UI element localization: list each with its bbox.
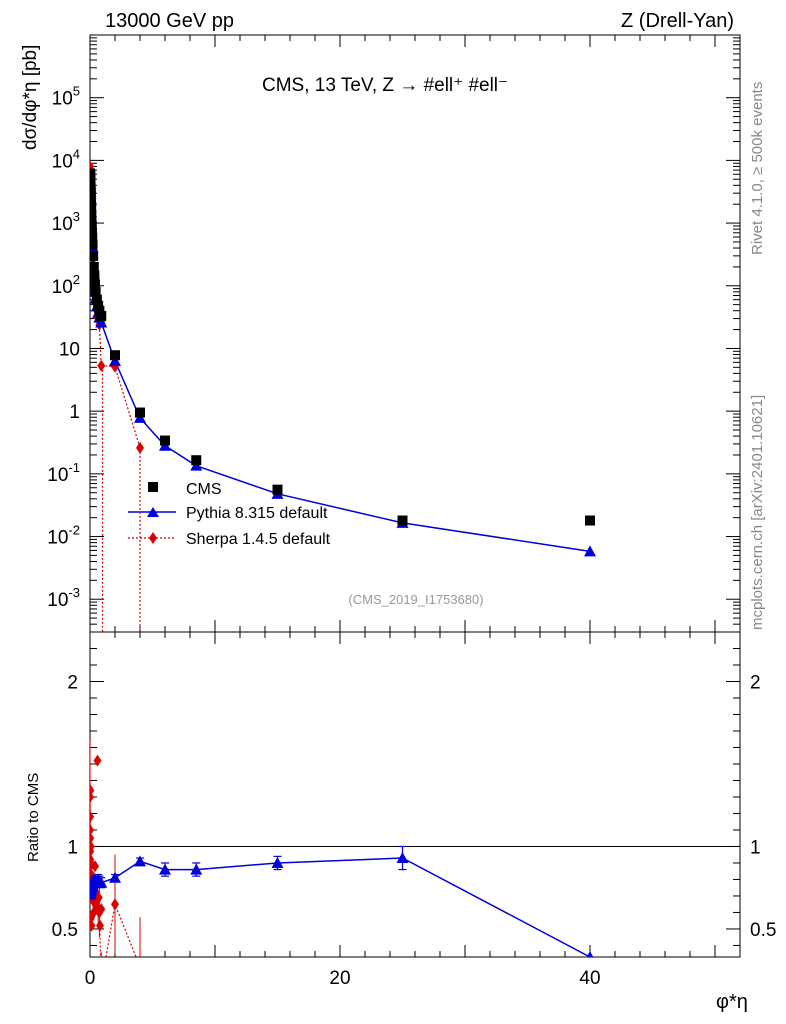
legend-label-cms: CMS <box>186 481 222 498</box>
y-tick-label: 10-1 <box>47 460 80 486</box>
y-tick-label: 10-2 <box>47 523 80 549</box>
ratio-series-group <box>90 739 594 991</box>
cms-point <box>90 239 98 250</box>
sherpa-ratio-highlight <box>90 840 95 853</box>
y-tick-label: 1 <box>69 402 80 423</box>
reference-label: (CMS_2019_I1753680) <box>348 592 483 607</box>
plot-title: CMS, 13 TeV, Z → #ell⁺ #ell⁻ <box>262 75 508 96</box>
ratio-plot-frame <box>89 631 741 958</box>
pythia-point <box>95 316 108 328</box>
y-tick-label: 102 <box>52 272 80 298</box>
pythia-ratio-point <box>95 876 108 888</box>
sherpa-ratio-point <box>90 823 95 836</box>
sherpa-ratio-point <box>90 856 95 869</box>
sherpa-ratio-point <box>111 898 119 911</box>
cms-point <box>90 197 96 208</box>
x-tick-label: 40 <box>579 968 600 989</box>
ratio-y-tick-label-right: 0.5 <box>750 920 776 941</box>
sherpa-ratio-highlight <box>96 919 104 932</box>
sherpa-ratio-point <box>136 961 144 973</box>
cms-point <box>397 515 408 526</box>
sherpa-point <box>97 359 106 372</box>
sherpa-ratio-highlight <box>90 919 96 932</box>
ratio-y-tick-label-right: 1 <box>750 837 761 858</box>
y-tick-label: 103 <box>52 209 80 235</box>
cms-point <box>90 192 96 203</box>
y-axis-title: dσ/dφ*η [pb] <box>20 45 41 150</box>
sherpa-point <box>136 441 144 454</box>
legend: CMS Pythia 8.315 default Sherpa 1.4.5 de… <box>128 481 331 548</box>
legend-marker-sherpa <box>149 532 157 544</box>
x-tick-label: 0 <box>85 968 96 989</box>
cms-point <box>90 209 97 220</box>
pythia-ratio-point <box>134 855 146 867</box>
pythia-point <box>584 545 596 557</box>
marks-layer: 0 20 40 10-3 10-2 10-1 1 10 102 103 104 105 0.5 0.5 1 1… <box>47 34 776 991</box>
cms-point <box>96 310 107 321</box>
pythia-ratio-point <box>586 951 594 957</box>
cms-point <box>90 261 99 272</box>
pythia-ratio-point <box>109 871 121 883</box>
cms-point <box>585 515 595 526</box>
cms-point <box>90 232 98 243</box>
cms-point <box>90 286 101 297</box>
mcplots-label: mcplots.cern.ch [arXiv:2401.10621] <box>749 395 766 630</box>
sherpa-ratio-point <box>90 810 95 823</box>
cms-point <box>90 215 97 226</box>
cms-point <box>90 250 99 261</box>
sherpa-ratio-highlight <box>94 891 103 904</box>
cms-point <box>90 227 97 238</box>
cms-point <box>94 305 105 316</box>
x-axis-title: φ*η <box>716 991 748 1013</box>
cms-point <box>160 435 170 446</box>
ratio-y-axis-title: Ratio to CMS <box>25 773 42 862</box>
ratio-y-tick-label-left: 2 <box>67 672 78 693</box>
pythia-ratio-point <box>159 863 171 875</box>
cms-point <box>272 484 283 495</box>
header-process: Z (Drell-Yan) <box>621 10 734 32</box>
legend-marker-pythia <box>147 507 159 517</box>
ratio-y-tick-label-left: 1 <box>67 837 78 858</box>
y-tick-label: 105 <box>52 84 80 110</box>
legend-label-sherpa: Sherpa 1.4.5 default <box>186 531 331 548</box>
pythia-line <box>90 182 591 553</box>
header-energy: 13000 GeV pp <box>105 10 234 32</box>
cms-point <box>90 279 100 290</box>
x-tick-label: 20 <box>329 968 350 989</box>
legend-label-pythia: Pythia 8.315 default <box>186 505 328 522</box>
sherpa-ratio-highlight <box>91 860 99 873</box>
sherpa-ratio-point <box>97 979 105 991</box>
ratio-y-tick-label-right: 2 <box>750 672 761 693</box>
rivet-label: Rivet 4.1.0, ≥ 500k events <box>749 82 766 255</box>
cms-point <box>110 350 120 361</box>
pythia-point <box>109 355 121 367</box>
cms-point <box>90 203 97 214</box>
cms-point <box>90 220 97 231</box>
sherpa-ratio-highlight <box>93 754 102 767</box>
pythia-ratio-point <box>271 856 284 868</box>
cms-point <box>191 455 202 466</box>
ratio-y-tick-label-left: 0.5 <box>52 920 78 941</box>
sherpa-ratio-highlight <box>97 903 106 916</box>
pythia-ratio-point <box>190 863 203 875</box>
cms-point <box>90 270 100 281</box>
y-tick-label: 10 <box>59 339 80 360</box>
y-tick-label: 10-3 <box>47 585 80 611</box>
sherpa-ratio-highlight <box>90 784 95 797</box>
cms-point <box>91 294 102 305</box>
main-series-group <box>90 160 596 632</box>
cms-point <box>135 407 145 418</box>
y-tick-label: 104 <box>52 146 80 172</box>
pythia-ratio-point <box>396 852 409 864</box>
legend-marker-cms <box>148 482 158 492</box>
